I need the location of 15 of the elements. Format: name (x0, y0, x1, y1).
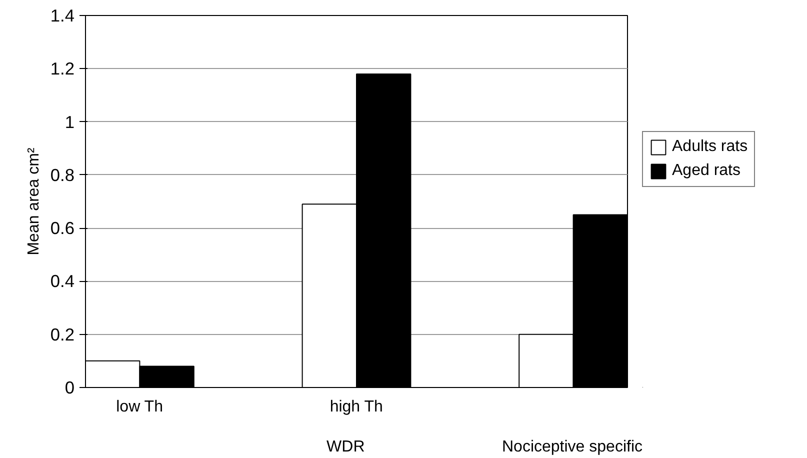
legend-label: Aged rats (672, 162, 740, 180)
y-tick-label: 1.2 (50, 58, 75, 79)
y-axis-title: Mean area cm² (25, 147, 42, 256)
y-tick-label: 0.8 (50, 164, 75, 185)
y-tick-label: 1.4 (50, 6, 75, 26)
y-tick-label: 1 (64, 112, 75, 132)
y-tick-label: 0 (64, 378, 75, 398)
y-tick-label: 0.2 (50, 324, 75, 344)
text: Nociceptive specific (502, 438, 642, 456)
y-tick-label: 0.6 (50, 218, 75, 238)
legend-label: Adults rats (672, 138, 748, 156)
x-tick-label: high Th (330, 398, 383, 416)
y-tick-label: 0.4 (50, 271, 75, 292)
text: WDR (326, 438, 365, 456)
x-tick-label: low Th (116, 398, 163, 416)
